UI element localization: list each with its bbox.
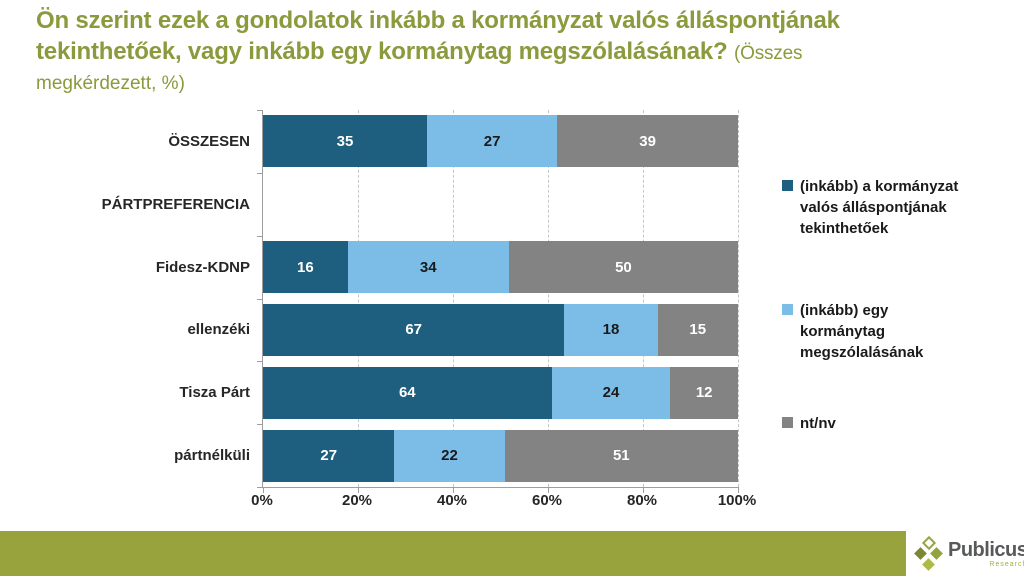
bar-segment: 24	[551, 366, 671, 419]
bar-value-label: 39	[639, 132, 656, 150]
category-label-5: Tisza Párt	[179, 384, 250, 402]
legend-label: nt/nv	[800, 415, 836, 432]
logo-wordmark: Publicus Research	[948, 540, 1024, 568]
plot-area: 35 27 39 16 34 50 67 18 15 64 24 12 27 22 51	[257, 110, 739, 493]
logo-name: Publicus	[948, 538, 1024, 561]
bar-value-label: 34	[419, 258, 437, 276]
bar-segment: 50	[508, 241, 738, 294]
x-axis-tick	[738, 487, 739, 493]
gridline-80%	[643, 110, 644, 487]
y-axis-tick	[257, 172, 263, 174]
category-label-3: Fidesz-KDNP	[155, 258, 250, 276]
bar-value-label: 22	[441, 447, 458, 465]
bar-segment: 27	[263, 429, 395, 482]
category-label-6: pártnélküli	[174, 447, 250, 465]
legend-swatch-icon	[782, 180, 793, 191]
bar-segment: 16	[263, 241, 348, 294]
x-axis-tick	[548, 487, 549, 493]
y-axis-tick	[257, 298, 263, 300]
bar-row-1: 35 27 39	[263, 115, 738, 168]
x-axis-tick	[358, 487, 359, 493]
bar-segment: 27	[426, 115, 558, 168]
bar-row-3: 16 34 50	[263, 241, 738, 294]
bar-value-label: 50	[615, 258, 632, 276]
bar-segment: 67	[263, 303, 565, 356]
gridline-100%	[738, 110, 739, 487]
y-axis-tick	[257, 424, 263, 426]
bar-value-label: 67	[405, 321, 423, 339]
y-axis-tick	[257, 487, 263, 488]
footer-bar	[0, 531, 906, 576]
y-axis-tick	[257, 235, 263, 237]
title-subtext-2: megkérdezett, %)	[36, 73, 185, 94]
legend-label: (inkább) egy kormánytag megszólalásának	[800, 302, 924, 361]
publicus-logo-icon	[914, 535, 944, 572]
bar-row-6: 27 22 51	[263, 429, 738, 482]
gridline-60%	[548, 110, 549, 487]
bar-value-label: 16	[296, 258, 314, 276]
bar-value-label: 24	[602, 384, 620, 402]
legend-swatch-icon	[782, 304, 793, 315]
title-subtext-1: (Összes	[733, 43, 803, 64]
bar-value-label: 27	[320, 447, 338, 465]
x-axis-label-40%: 40%	[436, 492, 468, 509]
gridline-20%	[358, 110, 359, 487]
bar-value-label: 18	[602, 321, 620, 339]
bar-value-label: 64	[398, 384, 416, 402]
category-label-2: PÁRTPREFERENCIA	[101, 195, 250, 213]
title-line-2: tekinthetőek, vagy inkább egy kormánytag…	[36, 36, 996, 69]
bar-segment: 51	[504, 429, 738, 482]
logo-diamond-bottom	[922, 557, 935, 571]
bar-segment: 34	[347, 241, 509, 294]
title-text-1: Ön szerint ezek a gondolatok inkább a ko…	[36, 7, 840, 34]
bar-value-label: 27	[483, 132, 501, 150]
title-text-2: tekinthetőek, vagy inkább egy kormánytag…	[36, 38, 728, 65]
bar-segment: 15	[657, 303, 738, 356]
y-axis-tick	[257, 110, 263, 111]
x-axis-tick	[643, 487, 644, 493]
bar-value-label: 35	[336, 132, 354, 150]
chart-title: Ön szerint ezek a gondolatok inkább a ko…	[36, 5, 996, 98]
bar-segment: 35	[263, 115, 427, 168]
x-axis-tick	[263, 487, 264, 493]
bar-segment: 39	[557, 115, 738, 168]
category-label-1: ÖSSZESEN	[168, 132, 250, 150]
logo-diamond-top	[921, 535, 937, 550]
bar-value-label: 51	[612, 447, 630, 465]
logo-diamond-right	[930, 546, 943, 560]
y-axis-tick	[257, 361, 263, 363]
logo-panel: Publicus Research	[906, 531, 1024, 576]
x-axis-labels: 0% 20% 40% 60% 80% 100%	[251, 492, 756, 512]
bar-value-label: 12	[695, 384, 713, 402]
logo-diamond-left	[914, 546, 927, 560]
legend: (inkább) a kormányzat valós álláspontjána…	[782, 110, 977, 487]
x-axis-label-60%: 60%	[531, 492, 563, 509]
bar-segment: 12	[670, 366, 738, 419]
bar-segment: 18	[564, 303, 658, 356]
bar-row-4: 67 18 15	[263, 303, 738, 356]
bar-segment: 22	[394, 429, 505, 482]
logo-subname: Research	[989, 560, 1024, 568]
x-axis-label-100%: 100%	[717, 492, 757, 509]
x-axis-tick	[453, 487, 454, 493]
category-label-4: ellenzéki	[187, 321, 250, 339]
legend-label: (inkább) a kormányzat valós álláspontjána…	[800, 178, 959, 237]
bar-value-label: 15	[689, 321, 707, 339]
x-axis-label-20%: 20%	[341, 492, 373, 509]
legend-item-1: (inkább) a kormányzat valós álláspontjána…	[782, 176, 958, 239]
legend-swatch-icon	[782, 417, 793, 428]
bar-segment: 64	[263, 366, 552, 419]
title-line-1: Ön szerint ezek a gondolatok inkább a ko…	[36, 5, 996, 36]
bar-row-5: 64 24 12	[263, 366, 738, 419]
x-axis-label-80%: 80%	[626, 492, 658, 509]
category-axis: ÖSSZESEN PÁRTPREFERENCIA Fidesz-KDNP ellenz…	[0, 110, 250, 487]
gridline-40%	[453, 110, 454, 487]
x-axis-label-0%: 0%	[251, 492, 273, 509]
legend-item-2: (inkább) egy kormánytag megszólalásának	[782, 300, 923, 363]
legend-item-3: nt/nv	[782, 413, 836, 434]
